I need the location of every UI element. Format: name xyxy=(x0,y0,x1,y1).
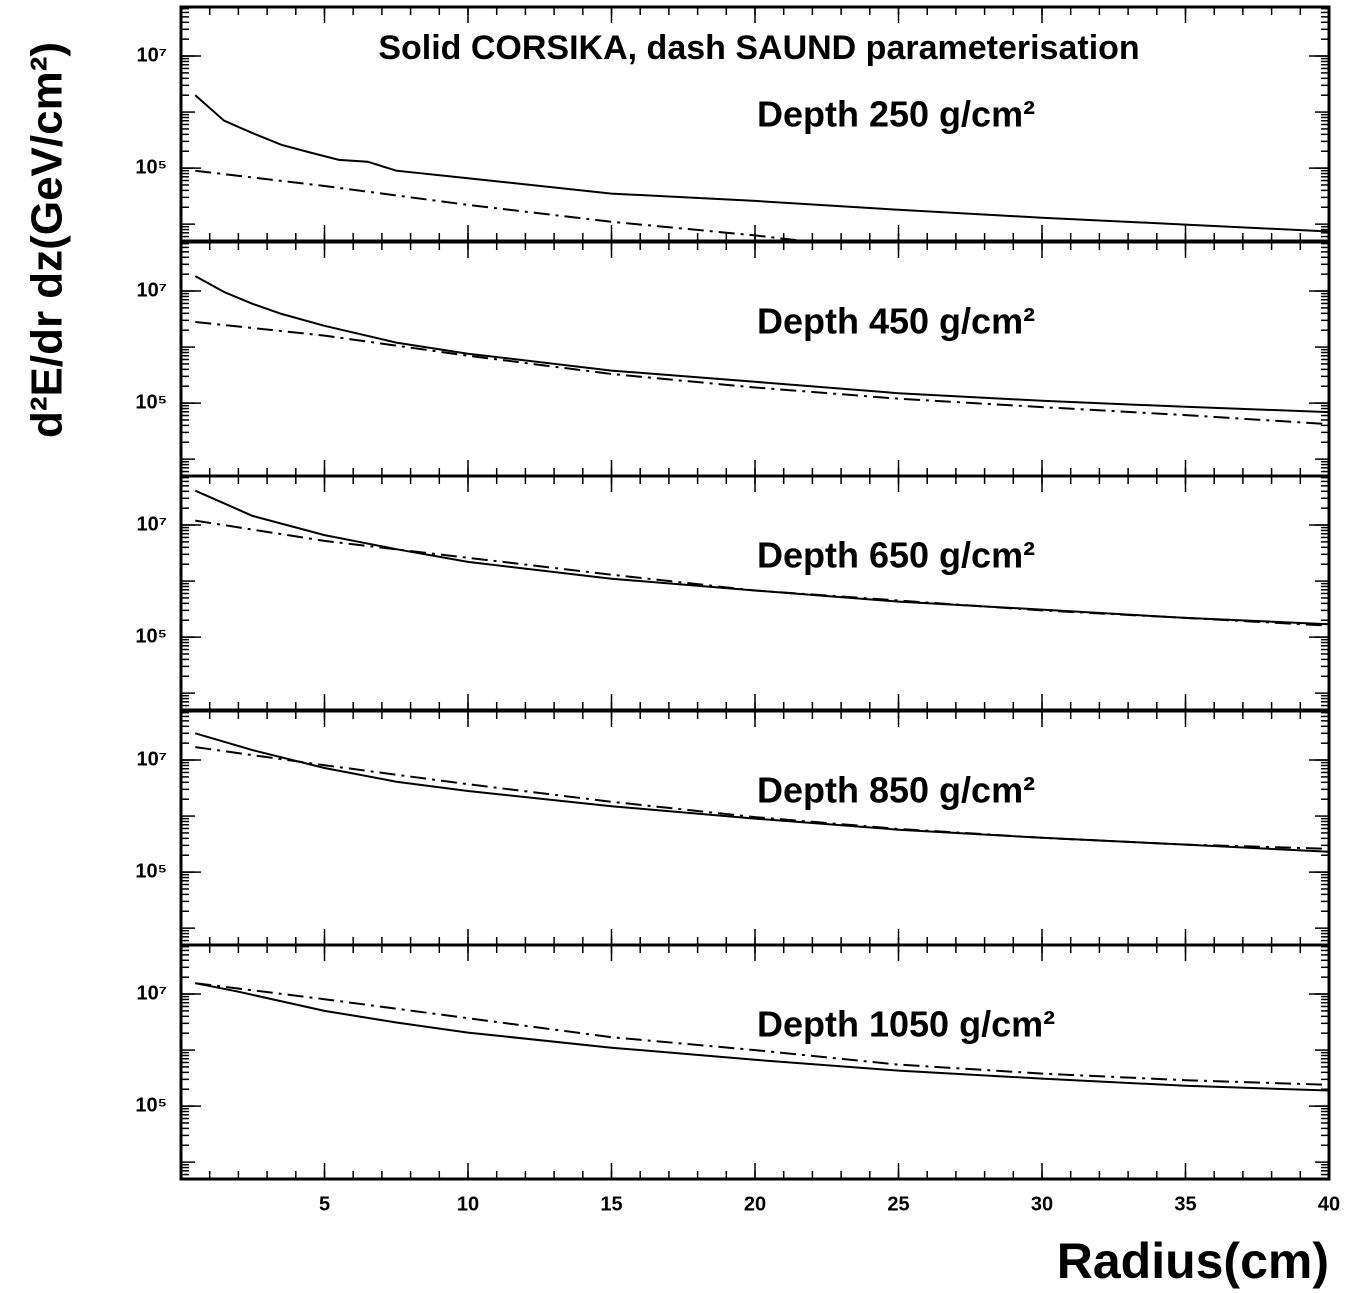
x-tick-label: 15 xyxy=(600,1193,622,1215)
y-tick-label: 10⁷ xyxy=(137,748,168,770)
line-series xyxy=(194,94,1329,233)
y-tick-label: 10⁷ xyxy=(137,44,168,66)
frame xyxy=(179,709,1331,947)
chart-title: Solid CORSIKA, dash SAUND parameterisati… xyxy=(378,29,1139,67)
line-series xyxy=(195,519,1329,627)
y-tick-label: 10⁷ xyxy=(137,513,168,535)
x-tick-label: 35 xyxy=(1174,1193,1196,1215)
annotation: Depth 650 g/cm² xyxy=(757,535,1035,576)
y-tick-label: 10⁵ xyxy=(135,860,167,882)
frame xyxy=(179,240,1331,478)
y-tick-label: 10⁷ xyxy=(137,982,168,1004)
annotation: Depth 250 g/cm² xyxy=(757,94,1035,135)
x-axis-label: Radius(cm) xyxy=(1057,1233,1329,1289)
x-tick-label: 40 xyxy=(1318,1193,1340,1215)
y-axis-label: d²E/dr dz(GeV/cm²) xyxy=(23,42,72,438)
line-series xyxy=(195,982,1329,1086)
line-series xyxy=(195,982,1329,1092)
y-tick-label: 10⁵ xyxy=(135,156,167,178)
x-tick-label: 25 xyxy=(887,1193,909,1215)
annotation: Depth 850 g/cm² xyxy=(757,770,1035,811)
y-tick-label: 10⁷ xyxy=(137,279,168,301)
line-series xyxy=(195,746,1329,850)
line-series xyxy=(195,321,1329,426)
line-series xyxy=(194,275,1329,414)
y-tick-label: 10⁵ xyxy=(135,625,167,647)
annotation: Depth 450 g/cm² xyxy=(757,301,1035,342)
x-tick-label: 5 xyxy=(319,1193,330,1215)
x-tick-label: 10 xyxy=(457,1193,479,1215)
x-tick-label: 20 xyxy=(744,1193,766,1215)
frame xyxy=(179,943,1331,1181)
y-tick-label: 10⁵ xyxy=(135,1094,167,1116)
annotation: Depth 1050 g/cm² xyxy=(757,1004,1055,1045)
y-tick-label: 10⁵ xyxy=(135,391,167,413)
x-tick-label: 30 xyxy=(1031,1193,1053,1215)
line-series xyxy=(195,169,813,241)
frame xyxy=(179,474,1331,712)
